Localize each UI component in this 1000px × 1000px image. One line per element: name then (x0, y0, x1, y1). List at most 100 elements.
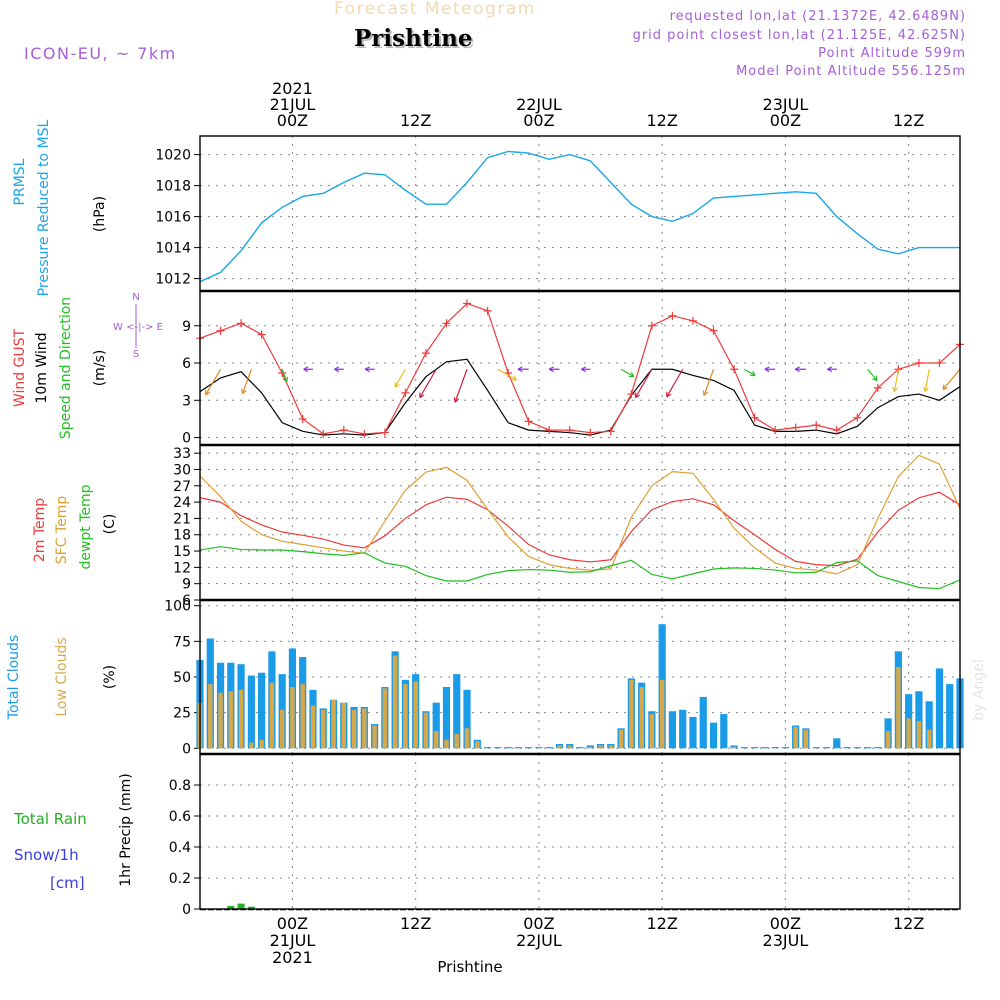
cloud-ytick-label: 25 (173, 706, 191, 722)
wind-ytick-label: 6 (182, 356, 191, 372)
temp-ytick-label: 27 (173, 479, 191, 495)
gust-marker (730, 365, 739, 374)
top-time-label: 22JUL (516, 95, 562, 114)
wind-arrow-head (942, 384, 948, 391)
temp-sfc-line (199, 454, 961, 575)
temp-2m-line (199, 491, 961, 567)
temp-dewpt-line (199, 546, 961, 590)
low-cloud-bar (588, 746, 593, 749)
total-cloud-bar (463, 689, 471, 749)
wind-arrow-head (419, 392, 425, 399)
total-cloud-bar (709, 722, 718, 749)
total-cloud-bar (442, 686, 451, 749)
wind-arrow-head (794, 366, 800, 373)
total-cloud-bar (843, 747, 851, 749)
bottom-time-label: 12Z (400, 914, 431, 933)
wind-arrow-head (634, 392, 641, 399)
gust-marker (565, 426, 574, 435)
wind-arrow (744, 368, 756, 377)
total-cloud-bar (781, 747, 790, 749)
temp-ytick-label: 9 (182, 577, 191, 593)
gust-marker (586, 428, 595, 437)
precip-ytick-label: 0.6 (169, 809, 191, 825)
low-cloud-bar (423, 712, 429, 749)
wind-arrow-head (702, 390, 709, 396)
wind-arrow-head (764, 366, 770, 373)
gust-marker (627, 390, 636, 399)
pressure-ytick-label: 1016 (155, 210, 191, 226)
wind-arrow-head (827, 366, 833, 373)
total-cloud-bar (494, 747, 502, 749)
wind-arrow (454, 369, 468, 403)
rain-bar (237, 903, 245, 909)
low-cloud-bar (639, 686, 644, 749)
cloud-ytick-label: 75 (173, 634, 191, 650)
low-cloud-bar (238, 689, 244, 749)
wind-arrow (942, 368, 961, 390)
gust-marker (421, 349, 430, 358)
gust-marker (832, 426, 841, 435)
gust-marker (688, 316, 697, 325)
wind-gust-label: Wind GUST (12, 328, 28, 407)
wind-arrow-head (241, 388, 247, 395)
bottom-time-label: 00Z (523, 914, 554, 933)
temp-frame (199, 444, 961, 601)
bottom-time-label: 21JUL (270, 931, 316, 950)
total-cloud-bar (720, 714, 728, 749)
wind-arrow-head (923, 386, 929, 393)
temp-dewpt-label: dewpt Temp (78, 484, 94, 569)
gust-marker (771, 426, 780, 435)
wind-frame (199, 290, 961, 446)
model-label: ICON-EU, ~ 7km (24, 44, 177, 63)
low-cloud-bar (618, 729, 624, 749)
wind-arrow (620, 368, 635, 378)
gust-marker (791, 423, 800, 432)
low-cloud-bar (659, 679, 665, 749)
gust-marker (401, 388, 410, 397)
low-cloud-bar (926, 729, 932, 749)
model-altitude: Model Point Altitude 556.125m (736, 64, 966, 79)
gust-marker (442, 319, 451, 328)
low-cloud-bar (331, 699, 336, 749)
low-cloud-bar (793, 726, 798, 749)
low-cloud-bar (567, 745, 572, 749)
gust-marker (914, 359, 923, 368)
rain-bar (247, 906, 255, 909)
wind-arrow-head (750, 370, 756, 377)
total-cloud-bar (750, 747, 759, 749)
low-cloud-bar (269, 682, 275, 749)
credit-label: by Angel (971, 659, 987, 720)
low-cloud-bar (249, 742, 254, 749)
total-cloud-bar (863, 747, 872, 749)
low-cloud-bar (228, 691, 234, 749)
pressure-label: PRMSL (12, 158, 28, 205)
wind-arrow-head (334, 366, 340, 373)
wind-ytick-label: 9 (182, 319, 191, 335)
low-cloud-bar (351, 709, 357, 749)
wind-speed-line (199, 358, 961, 436)
total-cloud-bar (761, 747, 769, 749)
top-time-label: 23JUL (763, 95, 809, 114)
low-cloud-bar (629, 679, 634, 749)
total-cloud-bar (535, 747, 543, 749)
total-cloud-bar (771, 747, 779, 749)
wind-arrow-head (364, 366, 370, 373)
gust-marker (463, 299, 472, 308)
low-cloud-bar (598, 745, 603, 749)
wind-arrow (666, 368, 684, 398)
low-cloud-bar (362, 708, 367, 749)
gust-marker (668, 311, 677, 320)
forecast-label: Forecast Meteogram (334, 0, 536, 19)
low-cloud-bar (413, 681, 418, 749)
total-cloud-bar (545, 747, 553, 749)
gust-marker (257, 330, 266, 339)
precip-ytick-label: 0 (182, 902, 191, 918)
wind-arrow-head (511, 375, 517, 381)
wind-arrow-head (628, 372, 635, 378)
precip-ytick-label: 0.4 (169, 840, 191, 856)
low-cloud-bar (649, 714, 655, 749)
total-cloud-bar (525, 747, 533, 749)
temp-ytick-label: 15 (173, 544, 191, 560)
